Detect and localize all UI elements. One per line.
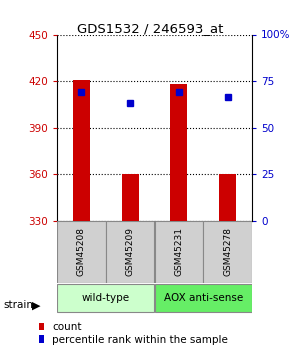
Bar bbox=[219, 174, 236, 221]
Bar bbox=[57, 284, 154, 313]
Text: GSM45278: GSM45278 bbox=[223, 227, 232, 276]
Bar bbox=[122, 174, 139, 221]
Bar bbox=[155, 284, 252, 313]
Text: GSM45209: GSM45209 bbox=[126, 227, 135, 276]
Text: AOX anti-sense: AOX anti-sense bbox=[164, 293, 243, 303]
Text: GSM45231: GSM45231 bbox=[174, 227, 183, 276]
Text: GSM45208: GSM45208 bbox=[77, 227, 86, 276]
Bar bbox=[57, 221, 106, 283]
Bar bbox=[203, 221, 252, 283]
Bar bbox=[106, 221, 154, 283]
Text: percentile rank within the sample: percentile rank within the sample bbox=[52, 335, 228, 345]
Bar bbox=[73, 80, 90, 221]
Bar bbox=[170, 84, 188, 221]
Text: wild-type: wild-type bbox=[82, 293, 130, 303]
Text: count: count bbox=[52, 323, 82, 332]
Text: GDS1532 / 246593_at: GDS1532 / 246593_at bbox=[77, 22, 223, 36]
Bar bbox=[155, 221, 203, 283]
Text: ▶: ▶ bbox=[32, 300, 40, 310]
Text: strain: strain bbox=[3, 300, 33, 310]
